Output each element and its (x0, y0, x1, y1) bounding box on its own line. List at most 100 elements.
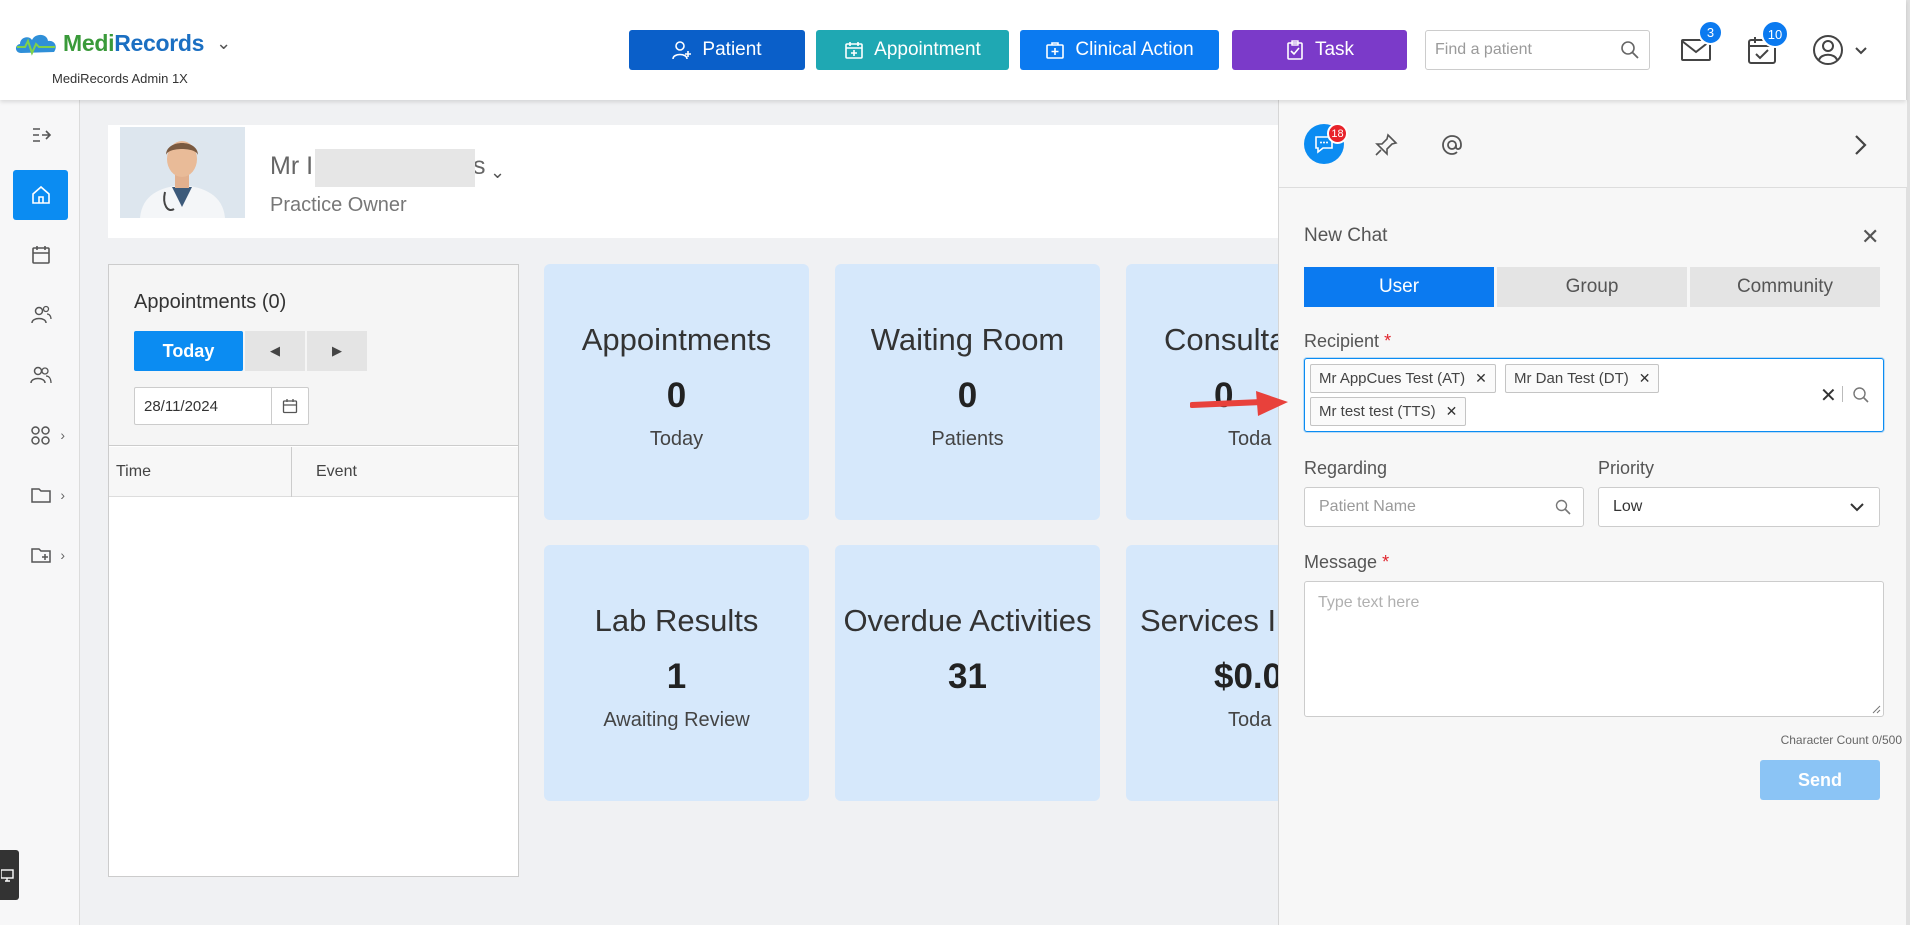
appointments-panel: Appointments (0) Today ◀ ▶ 28/11/2024 Ti… (108, 264, 519, 877)
remove-recipient-icon[interactable]: ✕ (1475, 370, 1487, 386)
previous-day-button[interactable]: ◀ (245, 331, 305, 371)
profile-role: Practice Owner (270, 194, 407, 216)
chevron-right-icon[interactable] (1847, 132, 1873, 158)
profile-name-prefix: Mr I (270, 152, 314, 180)
remove-recipient-icon[interactable]: ✕ (1638, 370, 1651, 386)
tile-subtitle: Toda (1228, 428, 1272, 450)
sidebar-item-patients[interactable] (13, 290, 68, 340)
recipient-label-text: Recipient (1304, 331, 1380, 351)
search-icon[interactable] (1852, 386, 1870, 404)
new-chat-title: New Chat (1304, 225, 1388, 246)
pin-icon[interactable] (1373, 132, 1399, 158)
mail-icon[interactable] (1680, 34, 1712, 66)
separator (1842, 386, 1843, 402)
new-task-button[interactable]: Task (1232, 30, 1407, 70)
resize-grip-icon[interactable] (1871, 704, 1881, 714)
tile-services-invoiced[interactable]: Services In $0.0 Toda (1126, 545, 1278, 801)
brand-subtitle: MediRecords Admin 1X (52, 71, 188, 86)
regarding-input[interactable] (1305, 488, 1545, 526)
clinical-action-button[interactable]: Clinical Action (1020, 30, 1219, 70)
tile-subtitle: Patients (931, 428, 1004, 450)
user-profile-card: Mr I s ⌄ Practice Owner (108, 125, 1278, 238)
chevron-down-icon[interactable]: ⌄ (490, 162, 506, 182)
chevron-down-icon (1855, 47, 1867, 55)
tile-title: Consulta (1164, 322, 1278, 357)
find-patient-search[interactable] (1425, 30, 1650, 70)
recipient-multiselect[interactable]: Mr AppCues Test (AT) ✕ Mr Dan Test (DT) … (1304, 358, 1884, 432)
tile-overdue-activities[interactable]: Overdue Activities 31 (835, 545, 1100, 801)
new-patient-button[interactable]: Patient (629, 30, 805, 70)
page-scrollbar[interactable] (1906, 0, 1910, 925)
sidebar-item-users[interactable] (13, 350, 68, 400)
chevron-right-icon: › (60, 547, 65, 563)
tile-waiting-room[interactable]: Waiting Room 0 Patients (835, 264, 1100, 520)
clinical-action-label: Clinical Action (1075, 39, 1194, 60)
users-icon (29, 366, 52, 384)
tile-consultations[interactable]: Consulta 0 Toda (1126, 264, 1278, 520)
chat-tab[interactable] (1304, 124, 1344, 164)
column-event: Event (316, 463, 357, 480)
sidebar-collapse-toggle[interactable] (13, 110, 68, 160)
folder-icon (30, 488, 51, 503)
tile-lab-results[interactable]: Lab Results 1 Awaiting Review (544, 545, 809, 801)
tile-appointments[interactable]: Appointments 0 Today (544, 264, 809, 520)
search-icon[interactable] (1555, 499, 1571, 515)
sidebar-item-home[interactable] (13, 170, 68, 220)
top-header: MediRecords ⌄ MediRecords Admin 1X Patie… (0, 0, 1906, 100)
clear-recipients-icon[interactable]: ✕ (1820, 385, 1837, 407)
calendar-icon[interactable] (271, 388, 308, 424)
send-button[interactable]: Send (1760, 760, 1880, 800)
profile-name-suffix: s (473, 152, 486, 180)
recipient-chip: Mr AppCues Test (AT) ✕ (1310, 364, 1496, 393)
tab-group[interactable]: Group (1497, 267, 1687, 307)
tab-community[interactable]: Community (1690, 267, 1880, 307)
clipboard-check-icon (1287, 40, 1303, 60)
new-appointment-button[interactable]: Appointment (816, 30, 1009, 70)
user-menu[interactable] (1812, 34, 1872, 66)
regarding-field[interactable] (1304, 487, 1584, 527)
search-icon[interactable] (1620, 40, 1640, 60)
tile-title: Appointments (581, 322, 772, 357)
date-value: 28/11/2024 (144, 397, 218, 415)
date-picker[interactable]: 28/11/2024 (134, 387, 309, 425)
brand-name-medi: Medi (63, 30, 115, 56)
tab-user[interactable]: User (1304, 267, 1494, 307)
appointments-header: Appointments (0) Today ◀ ▶ 28/11/2024 (109, 265, 518, 446)
new-task-label: Task (1314, 39, 1355, 60)
home-icon (31, 185, 50, 204)
tile-value: 31 (948, 657, 987, 696)
character-count: Character Count 0/500 (1780, 733, 1902, 747)
chevron-right-icon: › (60, 427, 65, 443)
message-box[interactable] (1304, 581, 1884, 717)
new-appointment-label: Appointment (874, 39, 981, 60)
find-patient-input[interactable] (1426, 31, 1606, 69)
sidebar-item-calendar[interactable] (13, 230, 68, 280)
mention-icon[interactable] (1439, 132, 1465, 158)
priority-select[interactable]: Low (1598, 487, 1880, 527)
recipient-chip-label: Mr AppCues Test (AT) (1319, 370, 1466, 387)
recipient-chip: Mr Dan Test (DT) ✕ (1505, 364, 1660, 393)
sidebar-item-folder[interactable]: › (13, 470, 68, 520)
patients-icon (30, 305, 52, 324)
calendar-icon (31, 246, 50, 264)
tile-subtitle: Today (649, 428, 704, 450)
brand-menu[interactable]: MediRecords ⌄ (13, 30, 231, 57)
sidebar-item-apps[interactable]: › (13, 410, 68, 460)
tile-title: Services In (1140, 603, 1278, 638)
remove-recipient-icon[interactable]: ✕ (1445, 403, 1458, 419)
required-mark: * (1384, 331, 1392, 351)
sidebar-item-add-folder[interactable]: › (13, 530, 68, 580)
close-icon[interactable]: ✕ (1861, 224, 1880, 249)
message-textarea[interactable] (1305, 582, 1883, 716)
cloud-logo-icon (15, 34, 56, 56)
next-day-button[interactable]: ▶ (307, 331, 367, 371)
today-button[interactable]: Today (134, 331, 243, 371)
medical-kit-icon (1046, 42, 1065, 59)
profile-name: Mr I s (270, 152, 486, 181)
side-drawer-tab[interactable] (0, 850, 19, 900)
chat-panel: 18 New Chat ✕ User Group Community Recip… (1278, 100, 1907, 925)
caret-right-icon: ▶ (332, 343, 342, 358)
annotation-arrow-icon (1190, 391, 1288, 416)
tile-value: $0.0 (1214, 657, 1278, 696)
brand-name-records: Records (114, 30, 205, 56)
